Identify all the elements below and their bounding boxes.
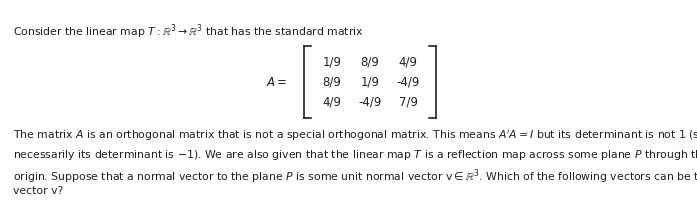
Text: 8/9: 8/9 bbox=[360, 56, 379, 69]
Text: Consider the linear map $T : \mathbb{R}^3 \rightarrow \mathbb{R}^3$ that has the: Consider the linear map $T : \mathbb{R}^… bbox=[13, 22, 364, 41]
Text: -4/9: -4/9 bbox=[358, 95, 382, 108]
Text: necessarily its determinant is $-$1). We are also given that the linear map $T$ : necessarily its determinant is $-$1). We… bbox=[13, 147, 697, 161]
Text: 8/9: 8/9 bbox=[323, 75, 342, 88]
Text: $A = $: $A = $ bbox=[266, 75, 288, 88]
Text: 4/9: 4/9 bbox=[323, 95, 342, 108]
Text: 1/9: 1/9 bbox=[360, 75, 379, 88]
Text: 4/9: 4/9 bbox=[399, 56, 418, 69]
Text: 1/9: 1/9 bbox=[323, 56, 342, 69]
Text: 7/9: 7/9 bbox=[399, 95, 418, 108]
Text: vector v?: vector v? bbox=[13, 187, 63, 197]
Text: origin. Suppose that a normal vector to the plane $P$ is some unit normal vector: origin. Suppose that a normal vector to … bbox=[13, 167, 697, 186]
Text: The matrix $A$ is an orthogonal matrix that is not a special orthogonal matrix. : The matrix $A$ is an orthogonal matrix t… bbox=[13, 128, 697, 143]
Text: -4/9: -4/9 bbox=[397, 75, 420, 88]
